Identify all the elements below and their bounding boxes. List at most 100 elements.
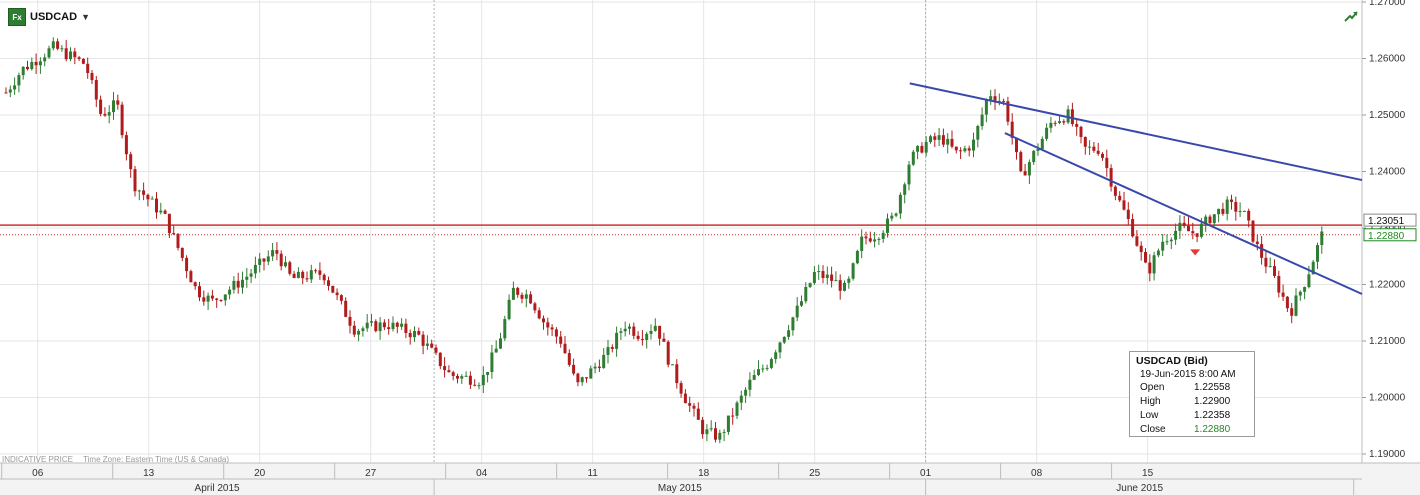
caret-down-icon: ▼ bbox=[81, 12, 90, 22]
candle-body bbox=[997, 100, 1001, 102]
candle-body bbox=[1161, 241, 1165, 251]
trend-up-icon[interactable] bbox=[1343, 8, 1359, 24]
candle-body bbox=[1298, 291, 1302, 296]
candle-body bbox=[301, 271, 305, 279]
candle-body bbox=[941, 135, 945, 145]
candle-body bbox=[718, 432, 722, 440]
candle-body bbox=[1281, 292, 1285, 297]
candle-body bbox=[1178, 222, 1182, 231]
candle-body bbox=[1092, 146, 1096, 151]
symbol-label: USDCAD bbox=[30, 11, 78, 23]
candle-body bbox=[744, 389, 748, 396]
candle-body bbox=[1023, 171, 1027, 176]
candle-body bbox=[26, 66, 29, 70]
timezone-label: Time Zone: Eastern Time (US & Canada) bbox=[83, 455, 230, 464]
candle-body bbox=[894, 213, 898, 216]
candle-body bbox=[206, 295, 210, 302]
candle-body bbox=[1174, 230, 1178, 240]
y-tick-label: 1.26000 bbox=[1369, 54, 1406, 65]
candle-body bbox=[524, 294, 528, 299]
candle-body bbox=[1242, 210, 1246, 212]
candle-body bbox=[172, 233, 176, 235]
candle-body bbox=[1268, 266, 1272, 268]
candle-body bbox=[499, 338, 502, 349]
candle-body bbox=[245, 276, 249, 280]
candle-body bbox=[847, 278, 851, 283]
candle-body bbox=[21, 66, 25, 76]
candle-body bbox=[1019, 152, 1023, 172]
candle-body bbox=[486, 371, 490, 375]
candle-body bbox=[266, 256, 270, 262]
candle-body bbox=[38, 61, 42, 66]
candle-body bbox=[129, 154, 133, 170]
footnote: INDICATIVE PRICE Time Zone: Eastern Time… bbox=[2, 455, 237, 464]
horizontal-price-lines bbox=[0, 224, 1362, 236]
candle-body bbox=[542, 318, 545, 323]
candle-body bbox=[370, 321, 373, 323]
candle-body bbox=[348, 316, 352, 326]
low-label: Low bbox=[1140, 410, 1159, 421]
candle-body bbox=[241, 279, 244, 288]
candle-body bbox=[473, 384, 477, 386]
candle-body bbox=[73, 51, 77, 58]
candle-body bbox=[331, 285, 335, 293]
candle-body bbox=[142, 190, 146, 195]
candle-body bbox=[17, 75, 21, 86]
candle-body bbox=[916, 145, 920, 152]
candle-series bbox=[4, 37, 1324, 444]
price-tag-label: 1.23051 bbox=[1368, 216, 1405, 227]
candle-body bbox=[395, 322, 399, 327]
candle-body bbox=[374, 321, 378, 332]
candle-body bbox=[193, 282, 197, 287]
candle-body bbox=[1066, 109, 1070, 123]
candle-body bbox=[1165, 241, 1169, 243]
candle-body bbox=[1225, 199, 1229, 214]
candle-body bbox=[322, 274, 326, 281]
candle-body bbox=[210, 295, 214, 299]
candle-body bbox=[232, 280, 236, 290]
candle-body bbox=[228, 289, 232, 295]
candle-body bbox=[1036, 149, 1040, 151]
candle-body bbox=[408, 332, 412, 338]
candle-body bbox=[150, 198, 154, 200]
candle-body bbox=[116, 100, 120, 105]
candle-body bbox=[335, 292, 339, 296]
candle-body bbox=[1083, 136, 1087, 147]
candle-body bbox=[954, 146, 958, 151]
candle-body bbox=[1195, 233, 1199, 237]
grid-lines bbox=[0, 0, 1363, 463]
candle-body bbox=[34, 61, 38, 66]
candle-body bbox=[56, 41, 60, 49]
candle-body bbox=[387, 327, 391, 330]
candle-body bbox=[490, 352, 494, 372]
candle-body bbox=[468, 375, 472, 385]
y-axis: 1.270001.260001.250001.240001.230001.220… bbox=[1362, 0, 1417, 460]
candle-body bbox=[236, 280, 240, 288]
candle-body bbox=[1187, 225, 1190, 232]
price-tag-label: 1.22880 bbox=[1368, 231, 1405, 242]
candle-body bbox=[1015, 137, 1018, 153]
candle-body bbox=[623, 328, 627, 332]
candle-body bbox=[731, 415, 735, 417]
candle-body bbox=[1032, 150, 1036, 163]
candle-body bbox=[309, 270, 313, 280]
candle-body bbox=[692, 405, 696, 409]
candle-body bbox=[262, 258, 266, 262]
candle-body bbox=[284, 262, 287, 267]
candle-body bbox=[765, 367, 769, 369]
symbol-selector[interactable]: Fx USDCAD ▼ bbox=[8, 8, 90, 26]
candle-body bbox=[838, 280, 842, 291]
candle-body bbox=[653, 325, 657, 331]
open-value: 1.22558 bbox=[1194, 382, 1231, 393]
candle-body bbox=[86, 63, 90, 74]
candle-body bbox=[666, 341, 670, 365]
candle-body bbox=[1113, 186, 1117, 196]
candle-body bbox=[60, 48, 64, 50]
candle-body bbox=[877, 238, 881, 240]
candle-body bbox=[1221, 208, 1225, 214]
candle-body bbox=[757, 369, 760, 376]
candle-body bbox=[477, 385, 481, 387]
candle-body bbox=[619, 331, 623, 333]
candle-body bbox=[821, 271, 825, 278]
